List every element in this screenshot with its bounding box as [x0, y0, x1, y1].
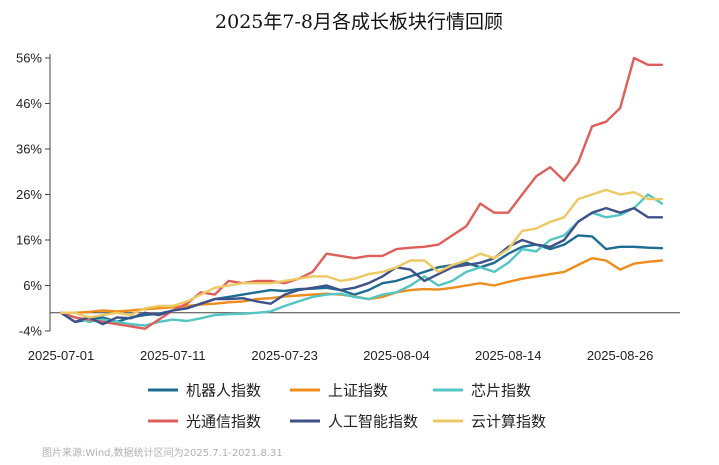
x-tick-label: 2025-08-14	[475, 348, 542, 363]
legend-label: 光通信指数	[186, 413, 261, 431]
series-line-5	[59, 188, 664, 319]
legend-label: 人工智能指数	[328, 413, 418, 431]
y-tick-label: 26%	[16, 187, 42, 202]
legend-label: 机器人指数	[186, 382, 261, 400]
x-tick-label: 2025-08-26	[587, 348, 654, 363]
y-tick-label: 16%	[16, 233, 42, 248]
legend-label: 芯片指数	[471, 382, 531, 400]
legend-label: 云计算指数	[471, 413, 546, 431]
y-tick-label: 56%	[16, 51, 42, 66]
y-tick-label: -4%	[19, 324, 43, 339]
series-line-3	[59, 56, 664, 330]
x-tick-label: 2025-08-04	[363, 348, 430, 363]
x-tick-label: 2025-07-11	[140, 348, 206, 363]
x-tick-label: 2025-07-01	[28, 348, 95, 363]
y-tick-label: 36%	[16, 142, 42, 157]
x-tick-label: 2025-07-23	[251, 348, 318, 363]
source-note: 图片来源:Wind,数据统计区间为2025.7.1-2021.8.31	[42, 446, 283, 459]
y-tick-label: 46%	[16, 96, 42, 111]
legend-label: 上证指数	[328, 382, 388, 400]
series-line-2	[59, 193, 664, 327]
chart-title: 2025年7-8月各成长板块行情回顾	[215, 11, 503, 33]
series-layer	[59, 56, 664, 330]
axes: -4% 6% 16% 26% 36% 46% 56% 2025-07-01 2025-07-11…	[16, 51, 680, 363]
series-line-4	[59, 206, 664, 326]
y-tick-label: 6%	[23, 278, 42, 293]
